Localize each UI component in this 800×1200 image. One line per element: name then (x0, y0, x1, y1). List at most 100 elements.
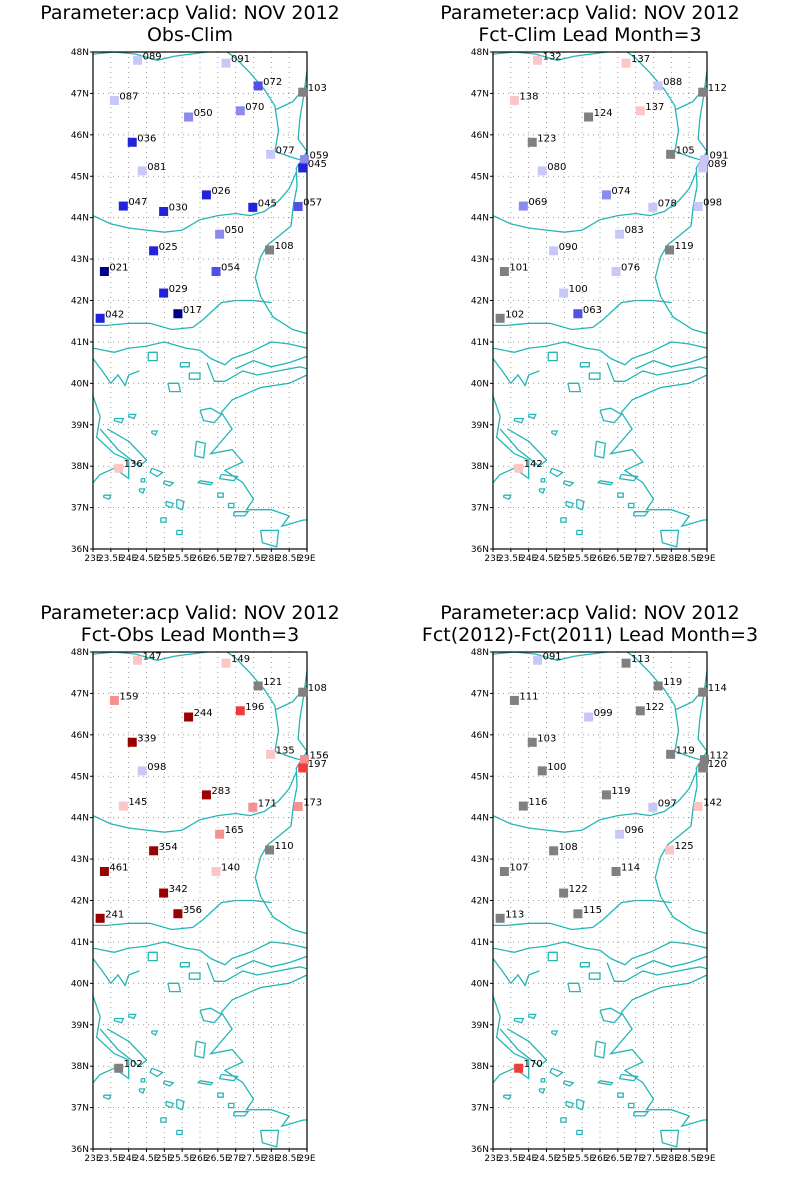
station-value-label: 354 (159, 842, 178, 853)
coastline (99, 428, 148, 468)
coastline (147, 351, 158, 362)
station-value-label: 197 (308, 759, 327, 770)
station-marker (559, 288, 569, 298)
lon-tick-label: 23.5E (98, 1154, 124, 1164)
station-value-label: 142 (524, 459, 543, 470)
map-frame (92, 651, 308, 1150)
station-value-label: 114 (708, 683, 727, 694)
station-marker (298, 87, 308, 97)
station-value-label: 100 (547, 762, 566, 773)
station-value-label: 045 (308, 159, 327, 170)
coastline (93, 652, 280, 752)
lat-tick-label: 41N (71, 338, 89, 348)
station-value-label: 119 (676, 745, 695, 756)
station-marker (693, 201, 703, 211)
coastline (227, 1102, 235, 1109)
coastline (551, 430, 559, 437)
coastline (567, 382, 582, 393)
lon-tick-label: 28E (663, 554, 680, 564)
coastline (540, 477, 546, 483)
panel-title-line1: Parameter:acp Valid: NOV 2012 (40, 602, 340, 624)
panel-fct-obs: Parameter:acp Valid: NOV 2012 Fct-Obs Le… (0, 600, 400, 1180)
coastline (193, 440, 207, 459)
station-value-label: 171 (258, 798, 277, 809)
station-marker (698, 163, 708, 173)
coastline (493, 358, 540, 387)
coastline (151, 430, 159, 437)
station-value-label: 342 (169, 884, 188, 895)
coastline (254, 70, 307, 335)
map-canvas: 48N47N46N45N44N43N42N41N40N39N38N37N36N2… (471, 648, 729, 1164)
station-value-label: 081 (147, 162, 166, 173)
lon-tick-label: 28.5E (676, 1154, 702, 1164)
lon-tick-label: 23E (84, 554, 101, 564)
lon-tick-label: 28E (263, 554, 280, 564)
station-value-label: 054 (221, 263, 240, 274)
coastline (149, 467, 164, 478)
coastline (93, 52, 280, 152)
coastline (128, 1013, 137, 1020)
station-marker (665, 845, 675, 855)
coastline (627, 1102, 635, 1109)
coastline (576, 498, 585, 511)
lon-tick-label: 25.5E (569, 554, 595, 564)
lat-tick-label: 42N (471, 897, 489, 907)
coastline (176, 529, 183, 536)
station-value-label: 122 (645, 702, 664, 713)
coastline (218, 473, 239, 482)
station-marker (514, 1063, 524, 1073)
station-marker (99, 267, 109, 277)
station-value-label: 025 (159, 242, 178, 253)
lon-tick-label: 26.5E (605, 554, 631, 564)
coastline (93, 358, 140, 387)
station-marker (159, 288, 169, 298)
coastline (93, 395, 130, 484)
lat-tick-label: 46N (471, 131, 489, 141)
lon-tick-label: 27.5E (241, 554, 267, 564)
coastline (167, 982, 182, 993)
coastline (259, 529, 280, 548)
station-value-label: 070 (245, 102, 264, 113)
station-value-label: 120 (708, 759, 727, 770)
station-marker (621, 658, 631, 668)
station-marker (537, 766, 547, 776)
lat-tick-label: 43N (71, 255, 89, 265)
coastline (493, 958, 540, 987)
station-value-label: 121 (263, 677, 282, 688)
coastline (206, 962, 307, 982)
coastline (551, 1030, 559, 1037)
station-value-label: 108 (308, 683, 327, 694)
station-marker (653, 681, 663, 691)
station-marker (173, 309, 183, 319)
station-marker (648, 802, 658, 812)
coastline (93, 341, 307, 366)
station-value-label: 119 (663, 677, 682, 688)
lat-tick-label: 40N (471, 379, 489, 389)
station-marker (601, 790, 611, 800)
coastline (259, 1129, 280, 1148)
coastline (562, 480, 575, 487)
coastline (199, 1007, 223, 1024)
station-marker (253, 681, 263, 691)
station-marker (95, 913, 105, 923)
coastline (596, 480, 614, 486)
station-value-label: 059 (310, 151, 329, 162)
panel-title-line2: Obs-Clim (146, 24, 234, 46)
station-value-label: 116 (528, 797, 547, 808)
coastline (233, 1111, 250, 1117)
station-marker (499, 867, 509, 877)
lat-tick-label: 46N (71, 731, 89, 741)
coastline (538, 1088, 546, 1095)
station-marker (114, 1063, 124, 1073)
station-value-label: 103 (537, 733, 556, 744)
lon-tick-label: 26E (591, 554, 608, 564)
lat-tick-label: 46N (71, 131, 89, 141)
panel-title-line2: Fct(2012)-Fct(2011) Lead Month=3 (421, 624, 759, 646)
lon-tick-label: 27E (227, 1154, 244, 1164)
station-marker (527, 737, 537, 747)
coastline (165, 500, 175, 509)
gridlines (493, 52, 707, 549)
lat-tick-label: 44N (71, 214, 89, 224)
station-value-label: 119 (611, 786, 630, 797)
